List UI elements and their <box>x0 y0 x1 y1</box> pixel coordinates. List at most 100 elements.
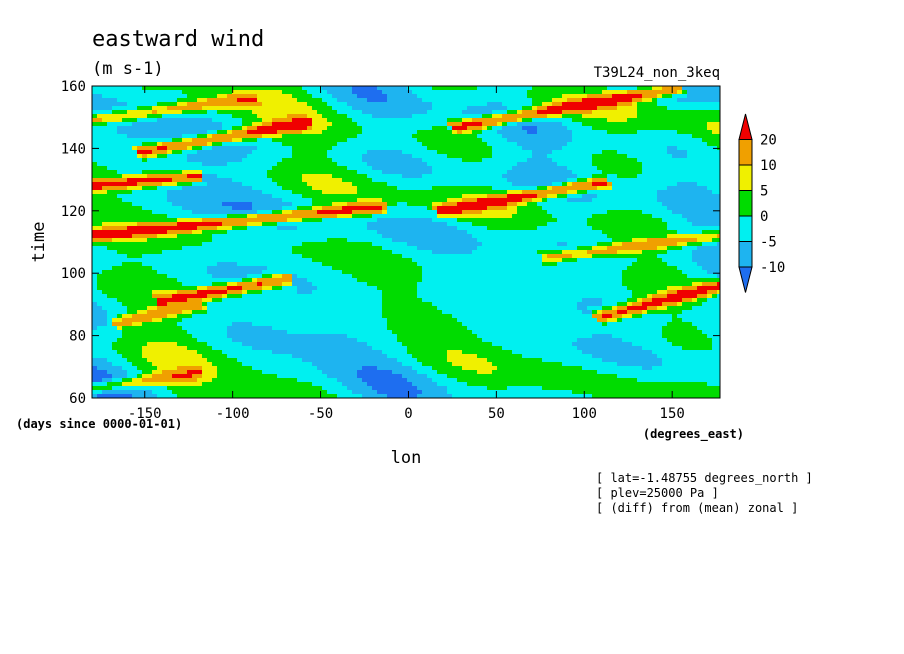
heatmap-cell <box>637 150 642 154</box>
heatmap-cell <box>317 150 322 154</box>
heatmap-cell <box>287 194 292 198</box>
heatmap-cell <box>667 130 672 134</box>
heatmap-cell <box>567 230 572 234</box>
heatmap-cell <box>107 166 112 170</box>
heatmap-cell <box>327 122 332 126</box>
heatmap-cell <box>567 170 572 174</box>
heatmap-cell <box>697 162 702 166</box>
heatmap-cell <box>477 162 482 166</box>
heatmap-cell <box>552 134 557 138</box>
heatmap-cell <box>697 210 702 214</box>
heatmap-cell <box>562 238 567 242</box>
heatmap-cell <box>527 158 532 162</box>
heatmap-cell <box>387 130 392 134</box>
heatmap-cell <box>692 230 697 234</box>
heatmap-cell <box>357 226 362 230</box>
heatmap-cell <box>647 126 652 130</box>
heatmap-cell <box>97 190 102 194</box>
heatmap-cell <box>202 190 207 194</box>
heatmap-cell <box>582 230 587 234</box>
heatmap-cell <box>682 102 687 106</box>
heatmap-cell <box>672 150 677 154</box>
heatmap-cell <box>612 138 617 142</box>
heatmap-cell <box>492 98 497 102</box>
heatmap-cell <box>532 150 537 154</box>
heatmap-cell <box>687 134 692 138</box>
heatmap-cell <box>572 166 577 170</box>
heatmap-cell <box>117 86 122 90</box>
heatmap-cell <box>152 186 157 190</box>
heatmap-cell <box>612 162 617 166</box>
heatmap-cell <box>497 102 502 106</box>
heatmap-cell <box>412 102 417 106</box>
heatmap-cell <box>147 190 152 194</box>
heatmap-cell <box>407 234 412 238</box>
heatmap-cell <box>112 242 117 246</box>
heatmap-cell <box>327 130 332 134</box>
heatmap-cell <box>92 162 97 166</box>
heatmap-cell <box>682 222 687 226</box>
heatmap-cell <box>382 202 387 206</box>
heatmap-cell <box>317 162 322 166</box>
heatmap-cell <box>507 178 512 182</box>
heatmap-cell <box>157 182 162 186</box>
heatmap-cell <box>357 234 362 238</box>
heatmap-cell <box>257 118 262 122</box>
heatmap-cell <box>702 170 707 174</box>
heatmap-cell <box>442 194 447 198</box>
heatmap-cell <box>322 122 327 126</box>
heatmap-cell <box>457 86 462 90</box>
heatmap-cell <box>567 178 572 182</box>
heatmap-cell <box>122 234 127 238</box>
heatmap-cell <box>112 114 117 118</box>
heatmap-cell <box>682 94 687 98</box>
heatmap-cell <box>307 146 312 150</box>
heatmap-cell <box>282 218 287 222</box>
heatmap-cell <box>652 206 657 210</box>
heatmap-cell <box>362 90 367 94</box>
heatmap-cell <box>117 170 122 174</box>
heatmap-cell <box>347 226 352 230</box>
heatmap-cell <box>127 198 132 202</box>
heatmap-cell <box>147 210 152 214</box>
heatmap-cell <box>287 238 292 242</box>
heatmap-cell <box>137 162 142 166</box>
heatmap-cell <box>522 198 527 202</box>
heatmap-cell <box>332 202 337 206</box>
heatmap-cell <box>247 178 252 182</box>
heatmap-cell <box>167 206 172 210</box>
heatmap-cell <box>587 170 592 174</box>
heatmap-cell <box>342 154 347 158</box>
heatmap-cell <box>142 226 147 230</box>
heatmap-cell <box>602 222 607 226</box>
heatmap-cell <box>672 94 677 98</box>
heatmap-cell <box>247 106 252 110</box>
heatmap-cell <box>317 142 322 146</box>
heatmap-cell <box>517 166 522 170</box>
heatmap-cell <box>247 150 252 154</box>
heatmap-cell <box>602 158 607 162</box>
heatmap-cell <box>382 94 387 98</box>
heatmap-cell <box>552 142 557 146</box>
heatmap-cell <box>182 206 187 210</box>
heatmap-cell <box>442 230 447 234</box>
heatmap-cell <box>692 178 697 182</box>
heatmap-cell <box>702 138 707 142</box>
heatmap-cell <box>357 154 362 158</box>
heatmap-cell <box>507 166 512 170</box>
heatmap-cell <box>367 214 372 218</box>
heatmap-cell <box>497 150 502 154</box>
heatmap-cell <box>632 166 637 170</box>
heatmap-cell <box>347 102 352 106</box>
heatmap-cell <box>377 134 382 138</box>
heatmap-cell <box>307 134 312 138</box>
heatmap-cell <box>597 102 602 106</box>
heatmap-cell <box>262 210 267 214</box>
heatmap-cell <box>262 206 267 210</box>
heatmap-cell <box>392 186 397 190</box>
heatmap-cell <box>427 126 432 130</box>
heatmap-cell <box>597 130 602 134</box>
heatmap-cell <box>127 114 132 118</box>
heatmap-cell <box>717 182 720 186</box>
heatmap-cell <box>657 202 662 206</box>
